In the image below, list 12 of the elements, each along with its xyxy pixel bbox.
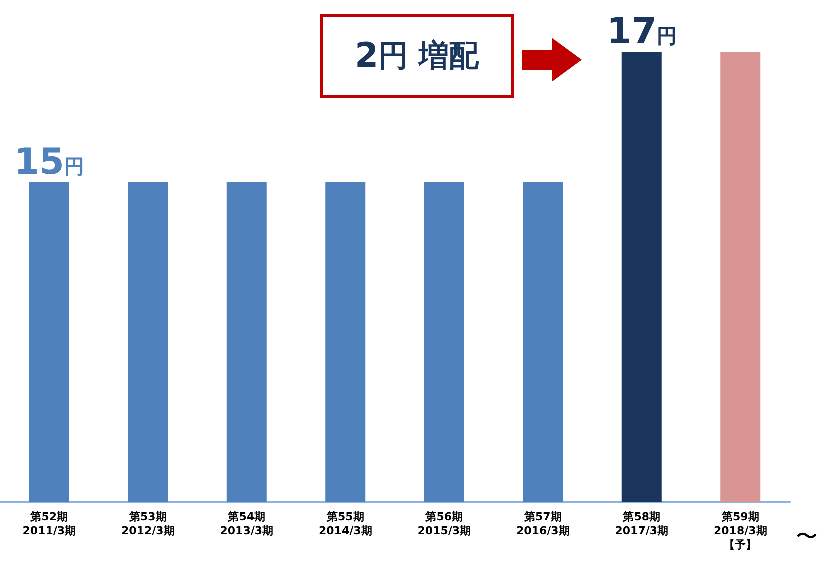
x-tick-label: 第59期 2018/3期【予】 bbox=[714, 510, 768, 552]
data-label: 17円 bbox=[606, 12, 677, 53]
x-tick-label: 第52期 2011/3期 bbox=[22, 510, 76, 538]
data-label: 15円 bbox=[14, 142, 84, 184]
x-tick-label: 第57期 2016/3期 bbox=[516, 510, 570, 538]
x-tick-label: 第55期 2014/3期 bbox=[318, 510, 372, 538]
text: 〜 bbox=[796, 524, 818, 552]
annotation: 2円 増配 bbox=[354, 36, 480, 76]
x-tick-label: 第54期 2013/3期 bbox=[220, 510, 274, 538]
x-tick-label: 第53期 2012/3期 bbox=[121, 510, 175, 538]
x-tick-label: 第58期 2017/3期 bbox=[615, 510, 669, 538]
x-tick-label: 第56期 2015/3期 bbox=[418, 510, 472, 538]
